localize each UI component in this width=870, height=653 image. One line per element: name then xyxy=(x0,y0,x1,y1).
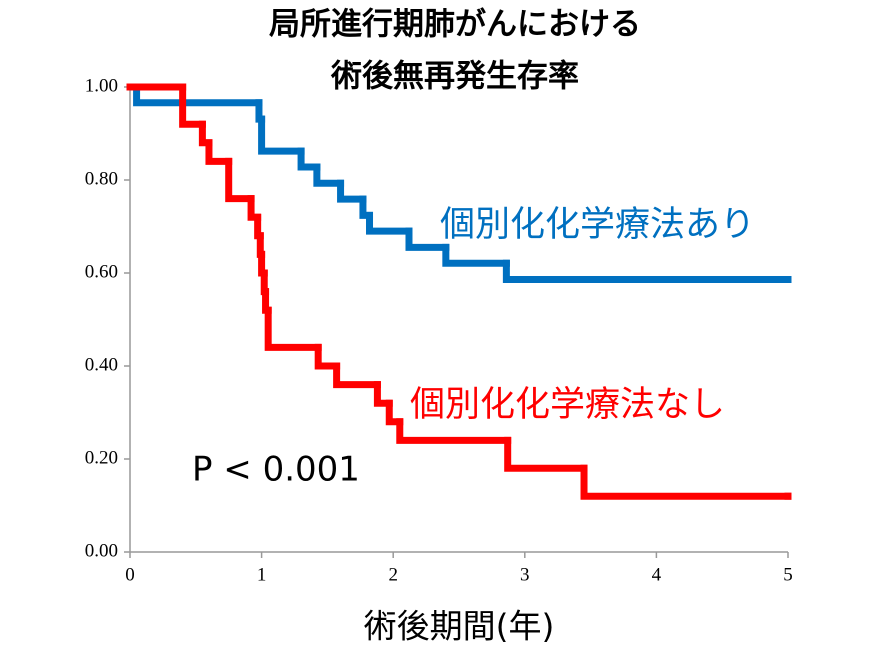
survival-step xyxy=(366,211,413,235)
survival-step xyxy=(580,464,792,500)
survival-step xyxy=(205,139,233,165)
chart-title: 局所進行期肺がんにおける xyxy=(269,7,641,43)
y-tick-label: 0.20 xyxy=(85,447,118,468)
series-label: 個別化化学療法なし xyxy=(410,385,725,425)
series-label: 個別化化学療法あり xyxy=(440,205,755,245)
survival-step xyxy=(179,83,206,128)
y-tick-label: 0.80 xyxy=(85,168,118,189)
x-tick-label: 5 xyxy=(783,564,793,585)
y-tick-label: 1.00 xyxy=(85,75,118,96)
y-tick-label: 0.00 xyxy=(85,540,118,561)
survival-step xyxy=(225,157,255,203)
y-tick-label: 0.40 xyxy=(85,354,118,375)
survival-step xyxy=(297,147,321,171)
survival-step xyxy=(337,179,367,203)
survival-step xyxy=(442,243,510,267)
annotation: P < 0.001 xyxy=(192,450,360,490)
survival-step xyxy=(264,306,322,351)
survival-step xyxy=(314,343,341,370)
survival-step xyxy=(133,83,263,107)
x-tick-label: 0 xyxy=(125,564,135,585)
y-tick-label: 0.60 xyxy=(85,261,118,282)
x-tick-label: 1 xyxy=(257,564,267,585)
survival-step xyxy=(373,381,393,407)
x-tick-label: 4 xyxy=(652,564,662,585)
survival-step xyxy=(405,227,450,251)
survival-step xyxy=(504,436,588,472)
chart-title: 術後無再発生存率 xyxy=(330,59,579,95)
x-tick-label: 3 xyxy=(520,564,530,585)
survival-step xyxy=(396,418,512,444)
survival-step xyxy=(313,163,345,187)
survival-step xyxy=(502,259,792,284)
survival-step xyxy=(258,115,305,155)
survival-step xyxy=(333,362,381,389)
x-tick-label: 2 xyxy=(388,564,398,585)
x-axis-label: 術後期間(年) xyxy=(364,607,555,646)
survival-step xyxy=(385,399,404,426)
